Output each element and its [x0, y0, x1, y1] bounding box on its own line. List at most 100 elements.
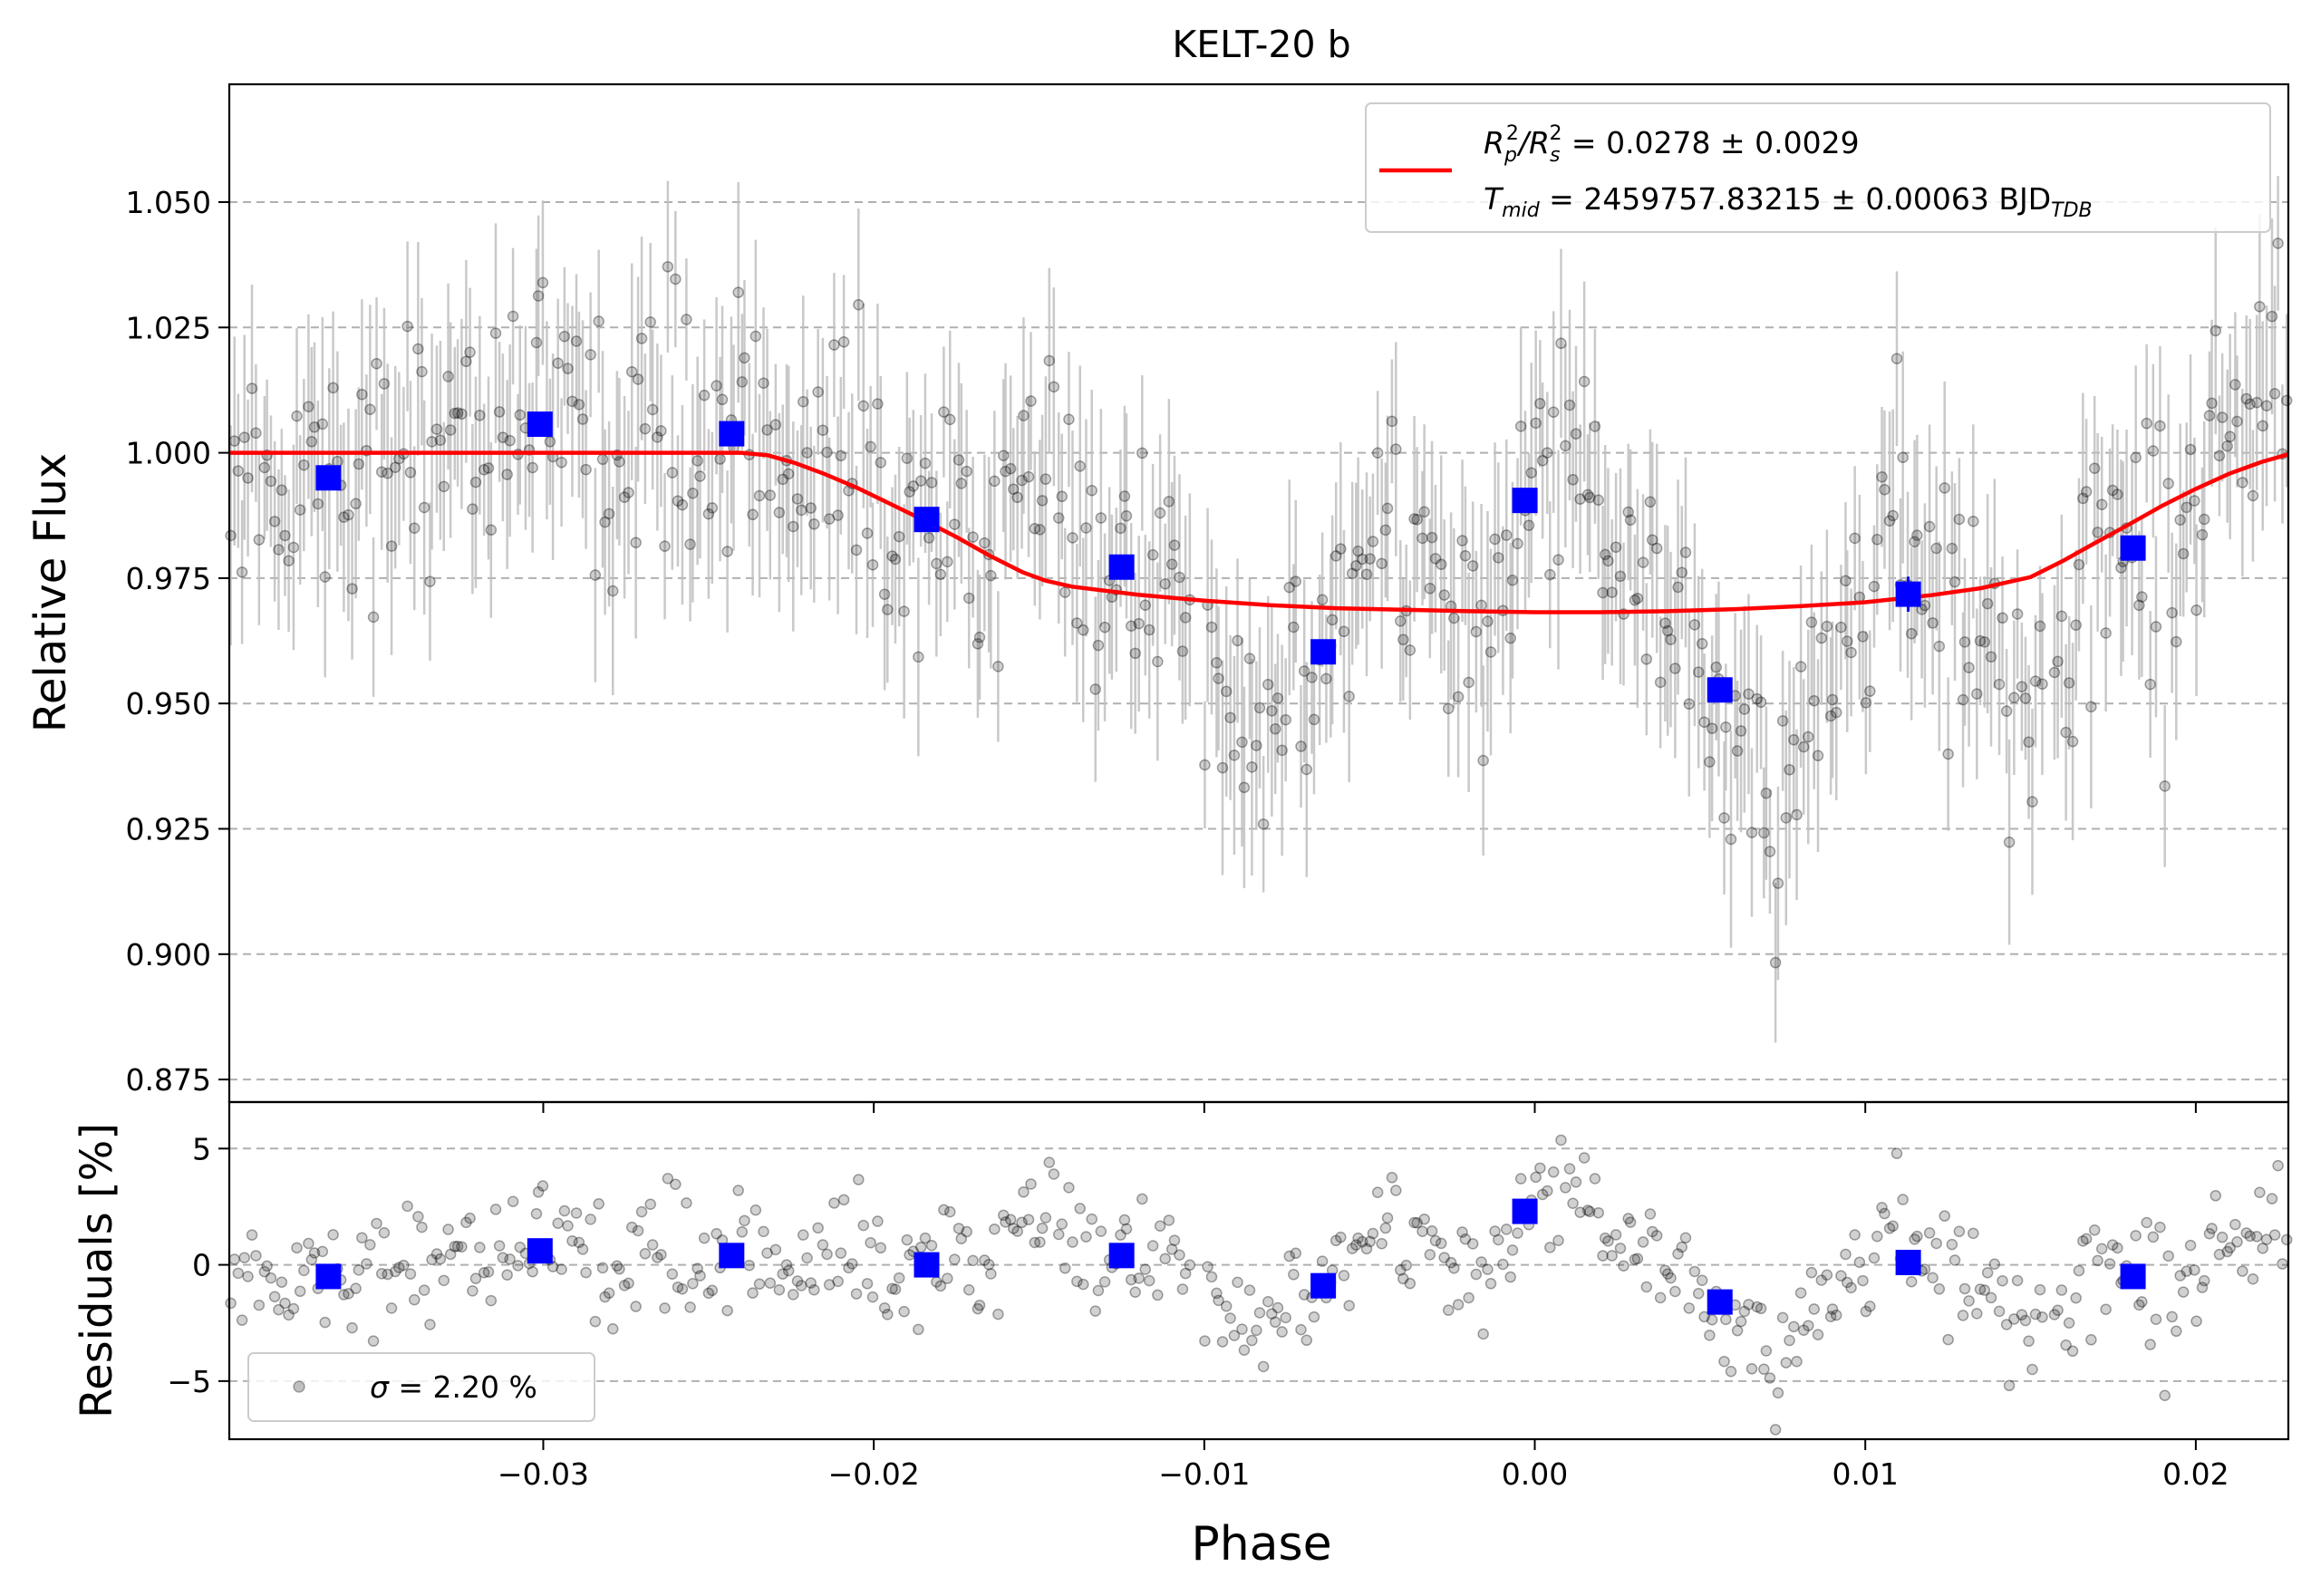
raw-point — [1871, 534, 1883, 546]
raw-point — [821, 446, 833, 459]
raw-point — [1942, 748, 1954, 760]
residual-raw-point — [1179, 1267, 1192, 1280]
raw-point — [967, 531, 979, 543]
residual-raw-point — [460, 1216, 472, 1229]
residuals-y-axis-label: Residuals [%] — [72, 1123, 122, 1418]
raw-point — [1909, 536, 1920, 548]
residual-raw-point — [1129, 1286, 1141, 1299]
residual-raw-point — [805, 1277, 817, 1289]
residual-raw-point — [1008, 1223, 1020, 1234]
raw-point — [1583, 491, 1596, 504]
residual-raw-point — [687, 1278, 699, 1290]
residual-raw-point — [576, 1243, 589, 1255]
residual-raw-point — [426, 1253, 438, 1266]
residual-raw-point — [821, 1248, 833, 1261]
residual-raw-point — [438, 1274, 450, 1287]
residual-raw-point — [846, 1258, 858, 1270]
raw-point — [1179, 612, 1192, 624]
raw-point — [573, 399, 585, 411]
raw-point — [1512, 537, 1523, 550]
residual-raw-point — [1408, 1216, 1420, 1229]
raw-point — [327, 382, 339, 394]
residual-raw-point — [283, 1309, 295, 1321]
residual-binned-point — [914, 1252, 940, 1278]
residual-raw-point — [1482, 1263, 1494, 1275]
residual-raw-point — [1448, 1262, 1460, 1274]
residual-raw-point — [2154, 1221, 2166, 1233]
raw-point — [1018, 410, 1030, 421]
raw-point — [1985, 651, 1997, 663]
raw-point — [1784, 764, 1795, 776]
residual-raw-point — [2272, 1159, 2284, 1172]
raw-point — [1025, 395, 1037, 407]
residual-raw-point — [942, 1272, 953, 1284]
residual-raw-point — [2073, 1264, 2085, 1277]
raw-point — [1086, 484, 1097, 497]
raw-point — [1429, 553, 1442, 565]
residual-raw-point — [2174, 1270, 2186, 1282]
residual-raw-point — [530, 1207, 543, 1220]
raw-point — [1390, 443, 1402, 455]
raw-point — [1637, 556, 1649, 568]
residual-raw-point — [1213, 1294, 1224, 1307]
residual-raw-point — [1356, 1235, 1368, 1248]
residual-raw-point — [1039, 1212, 1052, 1224]
residual-raw-point — [882, 1309, 894, 1320]
residual-raw-point — [739, 1214, 750, 1227]
residual-binned-point — [719, 1243, 745, 1269]
residual-raw-point — [361, 1258, 372, 1270]
raw-point — [1397, 634, 1409, 646]
raw-point — [702, 508, 715, 520]
raw-point — [1523, 519, 1535, 531]
residual-raw-point — [961, 1225, 972, 1238]
residual-binned-point — [527, 1238, 553, 1264]
residual-raw-point — [1211, 1287, 1223, 1300]
raw-point — [308, 421, 321, 433]
residual-raw-point — [1718, 1355, 1730, 1368]
residual-raw-point — [1696, 1274, 1708, 1287]
residual-raw-point — [773, 1283, 786, 1296]
residual-raw-point — [2240, 1227, 2252, 1239]
raw-point — [2077, 492, 2089, 505]
raw-point — [2092, 527, 2103, 538]
raw-point — [1008, 483, 1020, 495]
raw-point — [2244, 398, 2256, 411]
main-y-tick-label: 0.900 — [126, 937, 211, 972]
residual-raw-point — [973, 1299, 986, 1311]
residual-raw-point — [1911, 1230, 1923, 1243]
raw-point — [2209, 324, 2222, 337]
residual-raw-point — [1029, 1236, 1041, 1249]
raw-point — [1883, 515, 1896, 527]
main-y-ticks: 0.875 0.900 0.925 0.950 0.975 1.000 1.025 1.050 — [126, 185, 2197, 1113]
raw-point — [1978, 636, 1991, 648]
residual-raw-point — [228, 1253, 240, 1265]
raw-point — [1530, 417, 1542, 430]
raw-point — [919, 457, 932, 469]
raw-point — [1824, 710, 1837, 722]
residual-raw-point — [662, 1173, 674, 1185]
residual-raw-point — [1338, 1270, 1350, 1282]
residual-raw-point — [1056, 1218, 1068, 1230]
raw-point — [1115, 522, 1126, 535]
raw-point — [482, 462, 495, 474]
residual-raw-point — [788, 1289, 799, 1301]
raw-point — [298, 459, 310, 471]
raw-point — [1927, 617, 1939, 629]
residuals-legend-marker — [293, 1380, 305, 1393]
residual-raw-point — [1477, 1328, 1489, 1340]
raw-point — [2177, 547, 2190, 560]
residual-raw-point — [2103, 1258, 2116, 1270]
residual-raw-point — [1988, 1258, 2001, 1270]
raw-point — [659, 540, 671, 552]
residual-raw-point — [1136, 1193, 1148, 1205]
raw-point — [791, 493, 804, 505]
residual-raw-point — [711, 1228, 722, 1240]
raw-point — [865, 440, 876, 453]
residual-raw-point — [580, 1266, 592, 1279]
raw-point — [1417, 532, 1428, 545]
residual-raw-point — [878, 1301, 891, 1314]
legend-line-1: Rp2/Rs2 = 0.0278 ± 0.0029 — [1484, 122, 1860, 167]
raw-point — [1078, 624, 1089, 636]
residual-raw-point — [1350, 1239, 1362, 1251]
raw-point — [346, 583, 358, 595]
